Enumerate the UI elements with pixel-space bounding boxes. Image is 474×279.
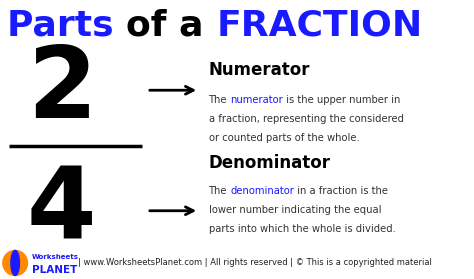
Text: The: The (209, 186, 230, 196)
Text: in a fraction is the: in a fraction is the (294, 186, 388, 196)
Text: Parts: Parts (7, 8, 127, 42)
Text: Denominator: Denominator (209, 153, 330, 172)
Text: 2: 2 (27, 42, 96, 139)
Text: FRACTION: FRACTION (217, 8, 423, 42)
Text: Numerator: Numerator (209, 61, 310, 79)
Text: numerator: numerator (230, 95, 283, 105)
Text: or counted parts of the whole.: or counted parts of the whole. (209, 133, 359, 143)
Text: lower number indicating the equal: lower number indicating the equal (209, 205, 381, 215)
Text: is the upper number in: is the upper number in (283, 95, 401, 105)
Ellipse shape (3, 251, 27, 275)
Text: 4: 4 (27, 162, 96, 259)
Text: The: The (209, 95, 230, 105)
Text: | www.WorksheetsPlanet.com | All rights reserved | © This is a copyrighted mater: | www.WorksheetsPlanet.com | All rights … (78, 258, 432, 268)
Text: parts into which the whole is divided.: parts into which the whole is divided. (209, 224, 395, 234)
Text: Worksheets: Worksheets (32, 254, 79, 260)
Text: of a: of a (127, 8, 217, 42)
Text: a fraction, representing the considered: a fraction, representing the considered (209, 114, 403, 124)
Ellipse shape (11, 251, 19, 275)
Text: denominator: denominator (230, 186, 294, 196)
Text: PLANET: PLANET (32, 265, 78, 275)
